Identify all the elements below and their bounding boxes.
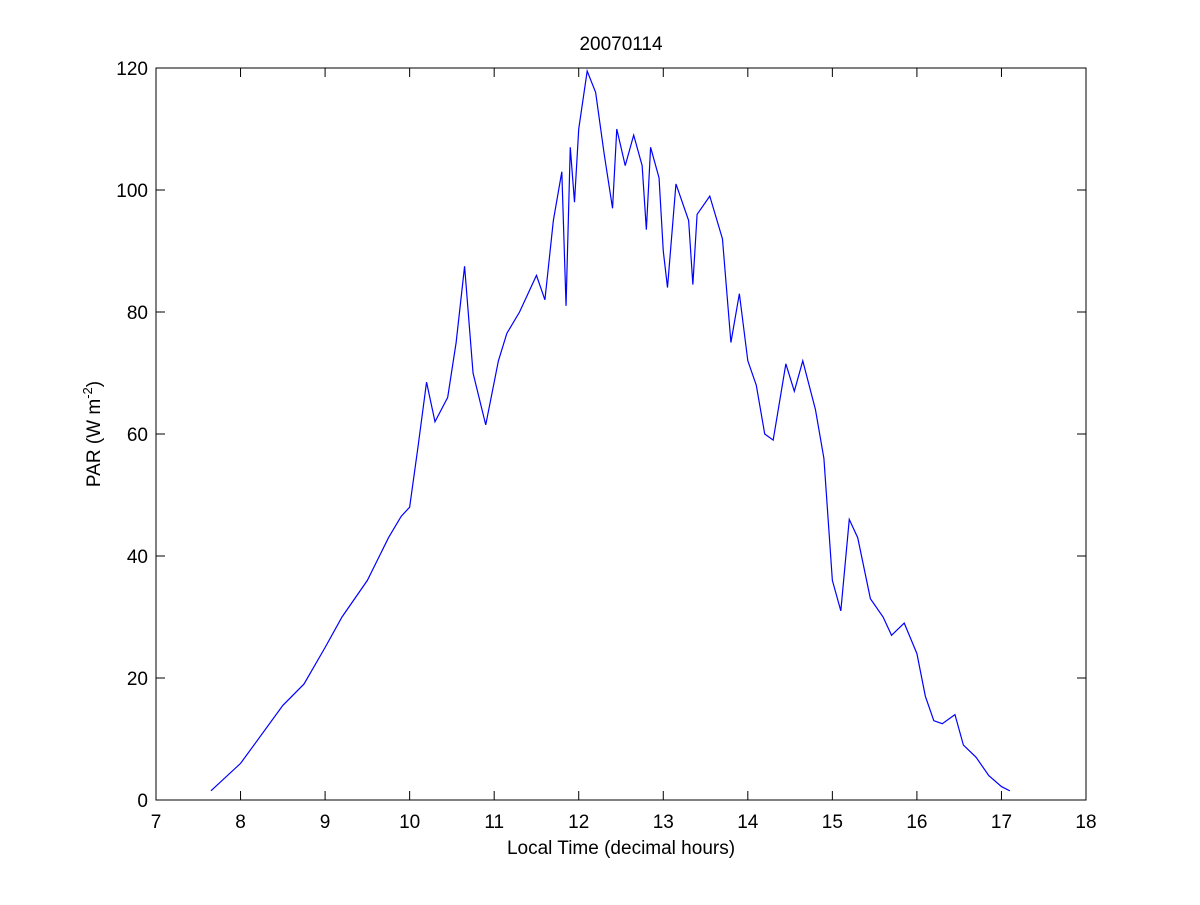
y-label-suffix: ) — [84, 381, 105, 387]
x-tick-label: 15 — [822, 812, 843, 833]
y-tick-label: 40 — [127, 547, 148, 568]
x-tick-label: 14 — [737, 812, 759, 833]
y-tick-label: 80 — [127, 303, 148, 324]
chart-title: 20070114 — [579, 34, 663, 55]
x-tick-label: 17 — [991, 812, 1012, 833]
y-tick-label: 60 — [127, 425, 148, 446]
plot-box — [155, 67, 1087, 801]
y-tick-label: 120 — [116, 59, 148, 80]
y-label-superscript: -2 — [80, 387, 95, 399]
x-tick-label: 8 — [235, 812, 246, 833]
y-tick-label: 0 — [137, 791, 148, 812]
x-tick-label: 11 — [484, 812, 504, 833]
x-tick-label: 16 — [906, 812, 927, 833]
x-tick-label: 7 — [151, 812, 162, 833]
x-axis-label: Local Time (decimal hours) — [507, 838, 735, 859]
x-tick-label: 13 — [653, 812, 674, 833]
x-tick-label: 18 — [1075, 812, 1096, 833]
x-tick-label: 12 — [568, 812, 589, 833]
x-tick-label: 9 — [320, 812, 331, 833]
x-tick-label: 10 — [399, 812, 420, 833]
y-tick-label: 20 — [127, 669, 148, 690]
y-axis-label: PAR (W m-2) — [80, 381, 105, 487]
y-label-text: PAR (W m — [84, 399, 105, 487]
line-series — [210, 68, 1011, 792]
y-tick-label: 100 — [116, 181, 148, 202]
